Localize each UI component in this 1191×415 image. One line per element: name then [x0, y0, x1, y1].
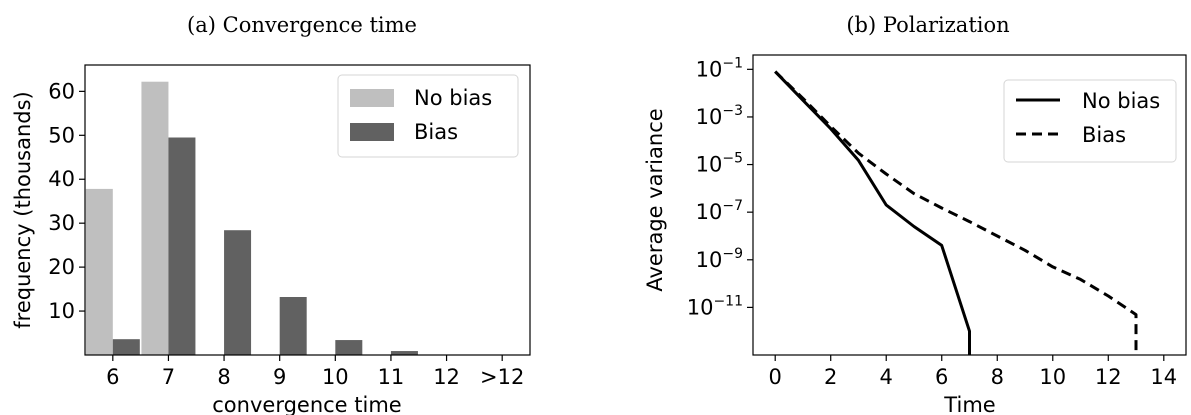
chart-a-legend: No bias Bias: [337, 74, 519, 158]
xtick-label: 14: [1150, 365, 1177, 389]
chart-a-ylabel: frequency (thousands): [11, 91, 35, 328]
chart-a-xlabel: convergence time: [212, 393, 401, 415]
chart-b-ylabel: Average variance: [643, 108, 667, 291]
xtick-label: 11: [378, 365, 405, 389]
chart-b-legend: No bias Bias: [1003, 79, 1177, 163]
panel-b: (b) Polarization 0 2 4 6 8 10 12 14 10−110−310−…: [643, 13, 1187, 415]
chart-a-axes-frame: [84, 64, 531, 356]
chart-a-legend-swatch-bias: [350, 123, 394, 141]
chart-b-xticks: 0 2 4 6 8 10 12 14: [769, 355, 1177, 389]
xtick-label: 7: [162, 365, 175, 389]
chart-b-legend-label-nobias: No bias: [1082, 89, 1160, 113]
chart-a-legend-label-nobias: No bias: [414, 86, 492, 110]
chart-b-title: (b) Polarization: [846, 13, 1009, 37]
chart-a-xticks: 6 7 8 9 10 11 12 >12: [106, 355, 524, 389]
chart-b-legend-label-bias: Bias: [1082, 123, 1126, 147]
bar-bias-10: [335, 340, 363, 355]
xtick-label: 8: [217, 365, 230, 389]
bar-nobias-6: [85, 188, 113, 355]
bar-nobias-7: [141, 81, 169, 356]
ytick-label: 40: [48, 167, 75, 191]
xtick-label: 10: [322, 365, 349, 389]
chart-a-title: (a) Convergence time: [187, 13, 417, 37]
ytick-label: 10−3: [696, 103, 743, 129]
bar-bias-8: [224, 230, 252, 355]
chart-b-yticks: 10−1 10−3 10−5 10−7 10−9 10−11: [687, 55, 753, 319]
ytick-label: 10−7: [696, 198, 743, 224]
xtick-label: 8: [991, 365, 1004, 389]
chart-b-lines: [774, 70, 1138, 355]
chart-b-axes-frame: [752, 54, 1187, 356]
xtick-label: 2: [824, 365, 837, 389]
ytick-label: 10−5: [696, 151, 743, 177]
ytick-label: 10: [48, 299, 75, 323]
ytick-label: 10−1: [696, 55, 743, 81]
xtick-label: >12: [480, 365, 524, 389]
chart-a-legend-swatch-nobias: [350, 89, 394, 107]
xtick-label: 12: [433, 365, 460, 389]
xtick-label: 10: [1039, 365, 1066, 389]
xtick-label: 6: [106, 365, 119, 389]
ytick-label: 10−9: [696, 246, 743, 272]
bar-bias-9: [279, 297, 307, 355]
xtick-label: 12: [1095, 365, 1122, 389]
chart-a-yticks: 10 20 30 40 50 60: [48, 79, 85, 323]
chart-a-bars: [85, 81, 418, 356]
ytick-label: 60: [48, 79, 75, 103]
series-line-bias: [774, 70, 1138, 355]
ytick-label: 30: [48, 211, 75, 235]
bar-bias-6: [112, 339, 140, 355]
xtick-label: 0: [769, 365, 782, 389]
panel-a: (a) Convergence time 6 7 8 9 10 11 12 >12 10 20 3…: [11, 13, 531, 415]
xtick-label: 4: [880, 365, 893, 389]
ytick-label: 50: [48, 123, 75, 147]
chart-b-xlabel: Time: [943, 393, 995, 415]
chart-a-legend-label-bias: Bias: [414, 120, 458, 144]
series-line-nobias: [774, 70, 971, 355]
ytick-label: 10−11: [687, 293, 743, 319]
xtick-label: 9: [273, 365, 286, 389]
bar-bias-11: [390, 351, 418, 355]
bar-bias-7: [168, 137, 196, 355]
ytick-label: 20: [48, 255, 75, 279]
xtick-label: 6: [935, 365, 948, 389]
